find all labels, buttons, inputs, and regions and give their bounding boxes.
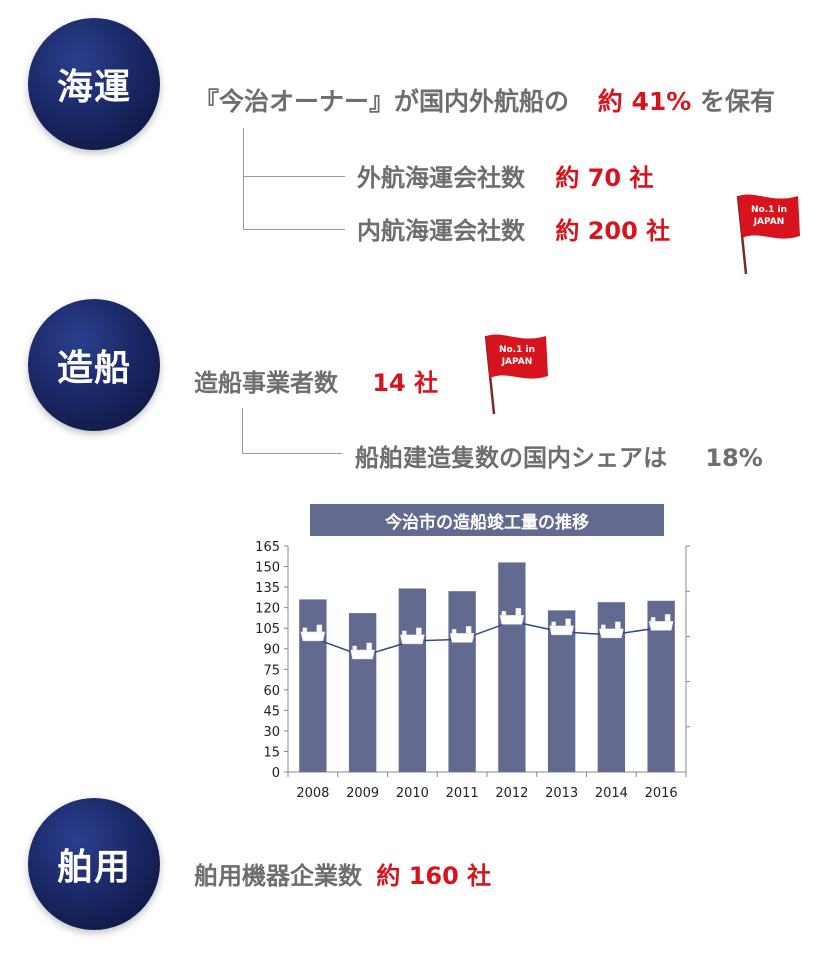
domestic-shipping-row: 内航海運会社数 約 200 社 [357, 211, 670, 246]
ship-marker-icon [350, 642, 375, 660]
x-tick-label: 2014 [595, 786, 628, 801]
share-value: 18% [705, 444, 763, 472]
tree-line-branch-1 [243, 176, 345, 177]
bar [547, 610, 576, 772]
no1-flag-icon-2: No.1 in JAPAN [484, 334, 548, 415]
flag-text-2: JAPAN [501, 357, 533, 367]
ship-marker-icon [599, 621, 624, 639]
marine-circle: 舶用 [28, 798, 160, 930]
y-left-tick-label: 150 [255, 561, 280, 576]
marine-value: 約 160 社 [376, 862, 492, 890]
y-left-tick-label: 105 [255, 622, 280, 637]
shipbuilder-value: 14 社 [372, 369, 439, 397]
x-tick-label: 2010 [396, 786, 429, 801]
flag-text-1: No.1 in [499, 345, 535, 355]
shipping-circle-label: 海運 [56, 67, 131, 108]
marine-label: 舶用機器企業数 [194, 862, 362, 890]
marine-row: 舶用機器企業数 約 160 社 [194, 856, 491, 891]
y-left-tick-label: 90 [263, 643, 280, 658]
shipbuilder-label: 造船事業者数 [194, 369, 338, 397]
ship-marker-icon [648, 614, 674, 631]
x-tick-label: 2013 [545, 786, 578, 801]
shipbuilding-circle: 造船 [28, 299, 160, 431]
no1-flag-icon: No.1 in JAPAN [736, 194, 800, 275]
bar [448, 591, 476, 772]
overseas-shipping-value: 約 70 社 [555, 164, 654, 192]
y-left-tick-label: 15 [263, 745, 280, 760]
y-left-tick-label: 120 [255, 602, 280, 617]
bar [299, 599, 327, 772]
completion-chart: 0153045607590105120135150165306090120150… [255, 540, 690, 801]
share-row: 船舶建造隻数の国内シェアは 18% [355, 438, 763, 473]
shipbuilding-circle-label: 造船 [56, 348, 131, 389]
y-left-tick-label: 165 [255, 540, 280, 555]
flag-text-2: JAPAN [753, 217, 785, 227]
share-label: 船舶建造隻数の国内シェアは [355, 444, 667, 472]
shipbuilder-row: 造船事業者数 14 社 [194, 363, 438, 398]
domestic-shipping-label: 内航海運会社数 [357, 217, 525, 245]
y-left-tick-label: 30 [263, 725, 280, 740]
tree-line-vertical [243, 128, 244, 230]
marine-circle-label: 舶用 [56, 847, 131, 888]
shipping-headline-value: 約 41% [597, 87, 692, 116]
x-tick-label: 2012 [495, 786, 528, 801]
y-left-tick-label: 75 [263, 663, 280, 678]
shipping-circle: 海運 [28, 18, 160, 150]
ship-marker-icon [300, 624, 326, 642]
shipping-headline-post: を保有 [700, 87, 776, 116]
shipping-headline-pre: 『今治オーナー』が国内外航船の [194, 87, 570, 116]
ship-marker-icon [549, 618, 574, 636]
tree-line-vertical-2 [242, 408, 243, 454]
x-tick-label: 2016 [645, 786, 678, 801]
bar [348, 613, 377, 772]
x-tick-label: 2009 [346, 786, 379, 801]
ship-marker-icon [499, 608, 525, 625]
domestic-shipping-value: 約 200 社 [555, 217, 671, 245]
x-tick-label: 2011 [446, 786, 479, 801]
x-tick-label: 2008 [296, 786, 329, 801]
bar [398, 588, 427, 772]
chart-title: 今治市の造船竣工量の推移 [310, 504, 664, 536]
y-left-tick-label: 0 [272, 766, 280, 781]
ship-marker-icon [400, 627, 425, 645]
tree-line-branch-2 [243, 229, 345, 230]
y-left-tick-label: 60 [263, 684, 280, 699]
y-left-tick-label: 45 [263, 704, 280, 719]
overseas-shipping-row: 外航海運会社数 約 70 社 [357, 158, 653, 193]
y-left-tick-label: 135 [255, 581, 280, 596]
overseas-shipping-label: 外航海運会社数 [357, 164, 525, 192]
flag-text-1: No.1 in [751, 205, 787, 215]
bar [498, 562, 526, 772]
ship-marker-icon [449, 626, 475, 643]
tree-line-branch-3 [242, 453, 342, 454]
shipping-headline: 『今治オーナー』が国内外航船の 約 41% を保有 [194, 82, 775, 118]
